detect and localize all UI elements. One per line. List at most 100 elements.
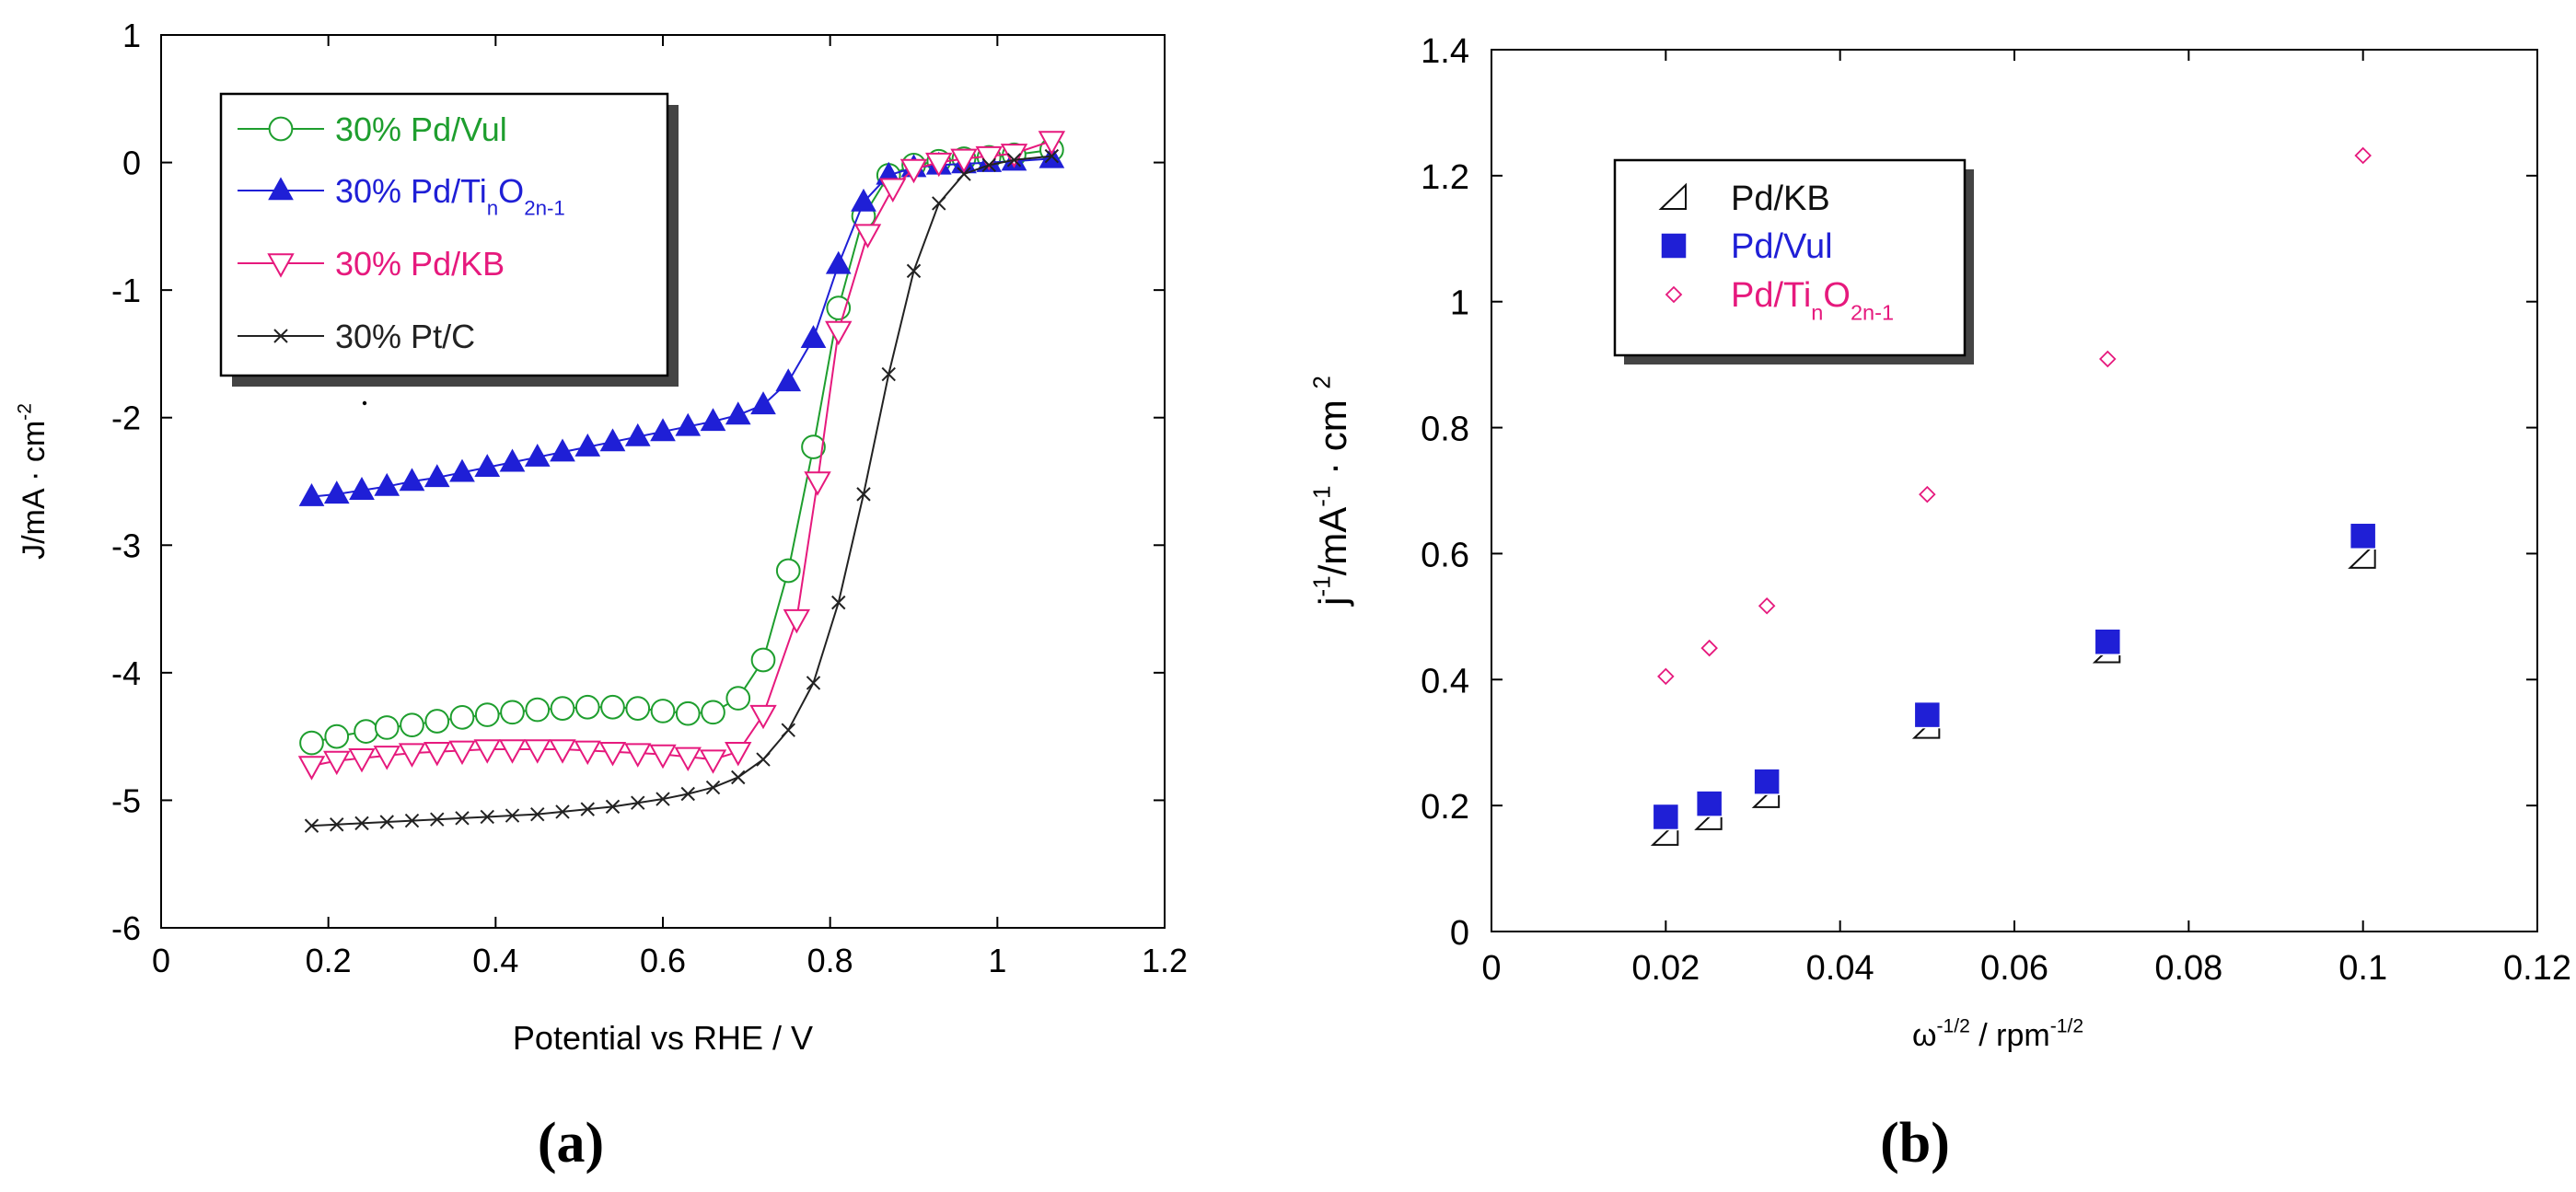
- data-point: [1000, 144, 1028, 168]
- data-point: [2354, 146, 2372, 165]
- data-point: [624, 422, 651, 446]
- data-point: [473, 739, 501, 764]
- data-point: [957, 167, 971, 181]
- data-point: [853, 224, 882, 249]
- panel-a-caption: (a): [538, 1112, 604, 1175]
- data-point: [323, 750, 351, 776]
- data-point: [348, 747, 376, 773]
- y-tick-label: 0: [1450, 914, 1469, 953]
- data-point: [750, 391, 776, 415]
- legend-label: 30% Pd/KB: [335, 245, 505, 283]
- data-point: [599, 428, 626, 452]
- data-point: [925, 152, 953, 178]
- data-point: [2099, 350, 2117, 368]
- data-point: [1700, 639, 1718, 657]
- data-point: [701, 700, 725, 725]
- data-point: [800, 325, 827, 349]
- y-tick-label: 1: [1450, 284, 1469, 323]
- data-point: [700, 408, 726, 432]
- y-axis-label: j-1/mA-1 · cm 2: [1307, 376, 1354, 608]
- data-point: [781, 723, 795, 737]
- data-point: [574, 694, 600, 720]
- y-tick-label: 0.6: [1421, 536, 1469, 574]
- data-point: [525, 697, 551, 723]
- x-tick-label: 0.8: [807, 942, 853, 979]
- y-tick-label: -3: [111, 527, 141, 564]
- x-axis-label: ω-1/2 / rpm-1/2: [1912, 1016, 2083, 1053]
- data-point: [598, 742, 627, 767]
- panel-b-chart: 0 0.02 0.04 0.06 0.08 0.1 0.12 0 0.2 0.4 0.6 0.8 1 1.…: [1307, 32, 2571, 1053]
- data-point: [500, 700, 525, 725]
- data-point: [298, 482, 325, 506]
- data-point: [675, 700, 701, 726]
- data-point: [975, 145, 1003, 171]
- legend-marker: [1658, 182, 1687, 210]
- data-point: [404, 813, 420, 828]
- data-point: [705, 780, 721, 795]
- data-point: [1695, 790, 1723, 817]
- data-point: [775, 558, 801, 584]
- data-point: [932, 196, 946, 211]
- data-point: [1753, 768, 1781, 795]
- data-point: [825, 250, 852, 274]
- data-point: [349, 477, 375, 500]
- data-point: [649, 744, 677, 770]
- y-tick-label: 1: [122, 17, 141, 54]
- data-point: [499, 448, 526, 472]
- data-point: [555, 804, 570, 819]
- data-point: [323, 480, 350, 504]
- x-tick-label: 0.6: [640, 942, 686, 979]
- data-point: [981, 157, 996, 173]
- y-axis-label: J/mA · cm-2: [15, 403, 52, 560]
- data-point: [750, 647, 776, 673]
- data-point: [505, 808, 520, 823]
- data-point: [399, 468, 425, 492]
- data-point: [449, 458, 475, 482]
- legend-label: Pd/Vul: [1731, 227, 1833, 266]
- x-tick-label: 0.12: [2503, 949, 2571, 988]
- data-point: [826, 295, 852, 320]
- data-point: [398, 743, 426, 768]
- stray-dot: [362, 400, 367, 406]
- data-point: [498, 739, 527, 764]
- data-point: [624, 743, 652, 768]
- data-point: [605, 799, 621, 815]
- data-point: [299, 730, 324, 756]
- data-point: [675, 412, 702, 436]
- y-tick-label: 0: [122, 145, 141, 182]
- x-tick-label: 0: [152, 942, 170, 979]
- series-line: [311, 155, 1052, 827]
- data-point: [1657, 667, 1675, 686]
- data-point: [1919, 485, 1936, 503]
- data-point: [1913, 700, 1942, 729]
- data-point: [448, 740, 476, 766]
- legend-label: 30% Pt/C: [335, 318, 475, 355]
- x-tick-label: 0.1: [2338, 949, 2387, 988]
- series: [304, 148, 1060, 833]
- panel-a-chart: 0 0.2 0.4 0.6 0.8 1 1.2 -6 -5 -4 -3 -2 -1 0 1 Potential…: [15, 17, 1188, 1057]
- data-point: [600, 694, 625, 720]
- data-point: [2094, 628, 2122, 655]
- data-point: [749, 704, 777, 730]
- x-tick-label: 1: [988, 942, 1006, 979]
- data-point: [1006, 153, 1022, 168]
- data-point: [856, 487, 871, 502]
- data-point: [831, 595, 846, 610]
- legend-box: [219, 92, 669, 377]
- data-point: [906, 263, 922, 279]
- data-point: [550, 438, 575, 462]
- legend-marker: [267, 253, 295, 278]
- data-point: [2349, 522, 2377, 550]
- data-point: [806, 676, 821, 690]
- data-point: [530, 806, 545, 822]
- data-point: [354, 719, 378, 744]
- data-point: [354, 816, 369, 831]
- y-tick-label: 1.2: [1421, 158, 1469, 197]
- legend: Pd/KB Pd/Vul Pd/TinO2n-1: [1613, 158, 1974, 365]
- data-point: [631, 795, 645, 810]
- data-point: [650, 418, 676, 442]
- y-tick-label: -1: [111, 272, 141, 309]
- y-tick-label: -2: [111, 399, 141, 437]
- legend: 30% Pd/Vul 30% Pd/TinO2n-1 30% Pd/KB 30% Pt…: [219, 92, 679, 387]
